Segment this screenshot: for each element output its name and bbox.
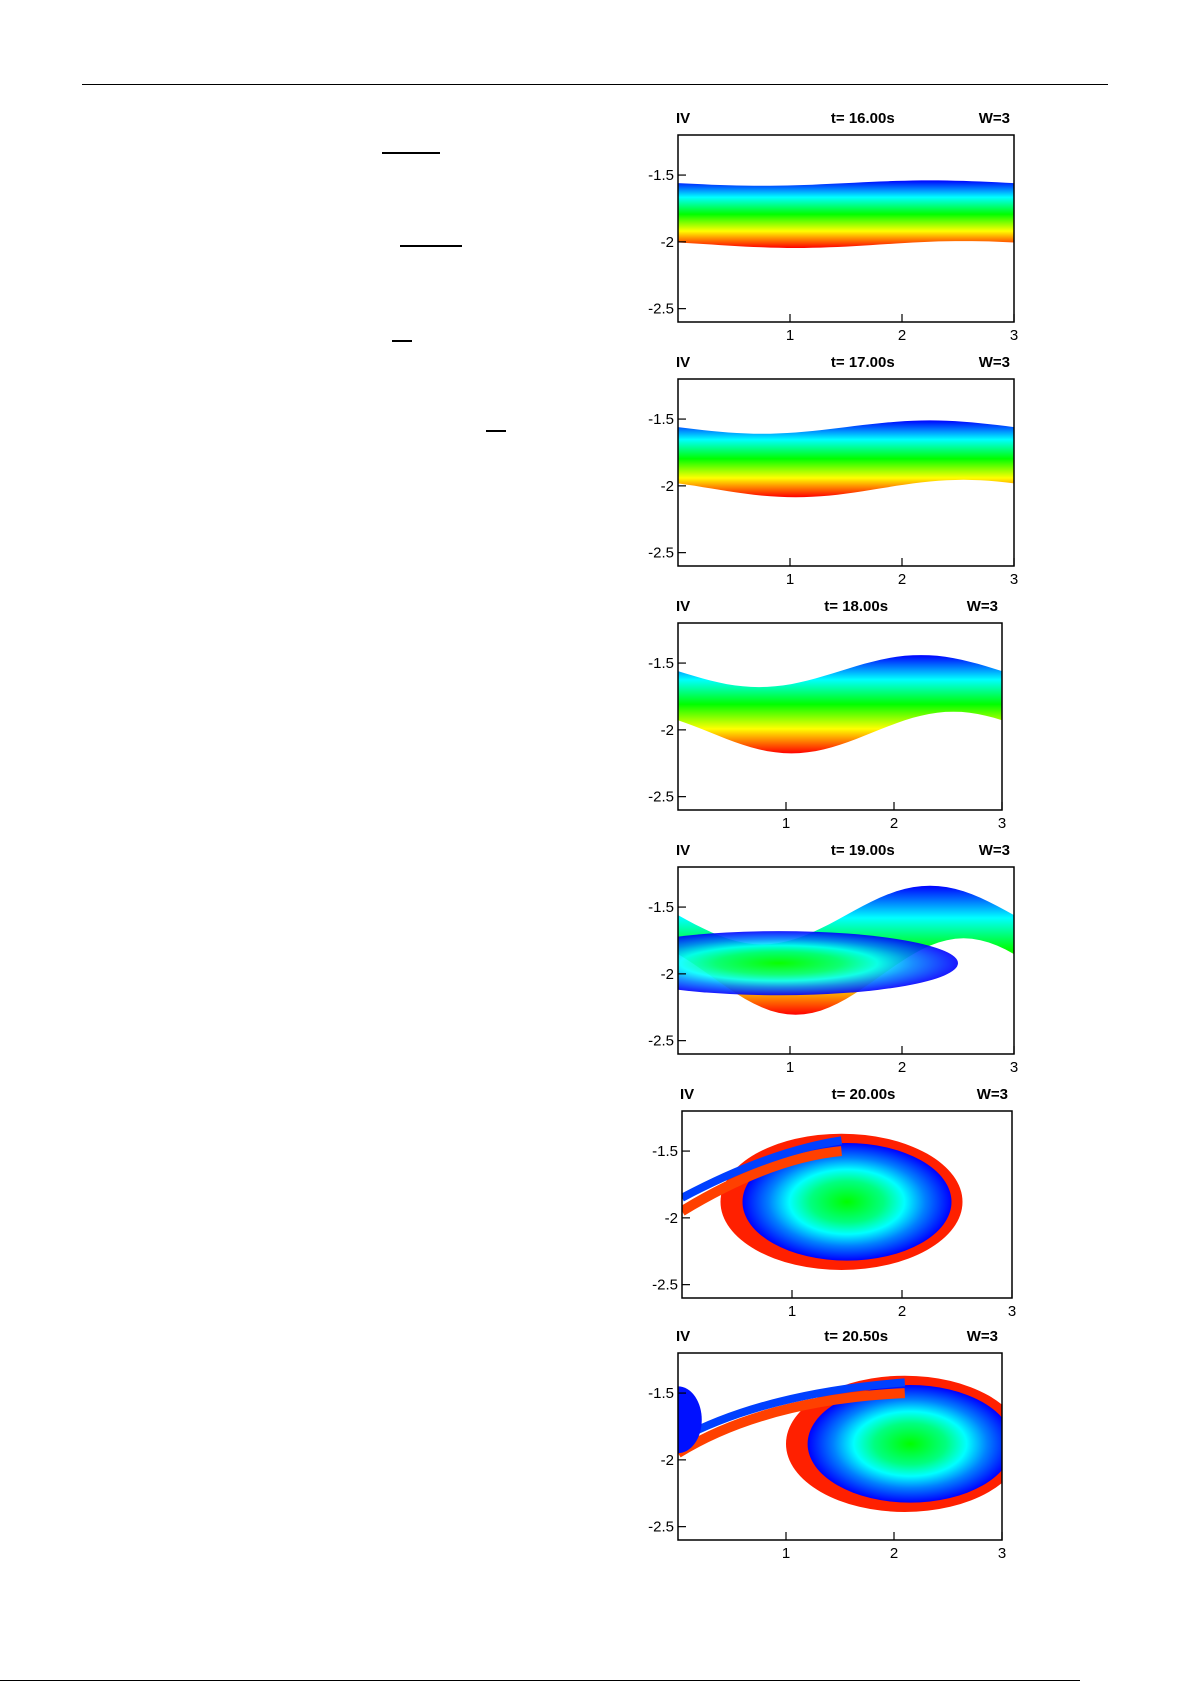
- shear-layer: [678, 420, 1014, 498]
- panel-time: t= 19.00s: [831, 842, 895, 859]
- y-tick-label: -2.5: [648, 1033, 674, 1050]
- panel-time: t= 20.50s: [824, 1328, 888, 1345]
- y-tick-label: -1.5: [648, 655, 674, 672]
- fraction-bar: [392, 340, 412, 342]
- x-tick-label: 3: [998, 1545, 1006, 1562]
- y-tick-label: -2.5: [648, 1519, 674, 1536]
- y-tick-label: -2.5: [648, 789, 674, 806]
- panel-w: W=3: [967, 1328, 998, 1345]
- x-tick-label: 2: [898, 327, 906, 344]
- header-rule: [82, 84, 1108, 85]
- x-tick-label: 2: [890, 1545, 898, 1562]
- fraction-bar: [400, 245, 462, 247]
- panel-label: IV: [676, 598, 690, 615]
- y-tick-label: -1.5: [648, 411, 674, 428]
- x-tick-label: 3: [1010, 1059, 1018, 1076]
- panel-w: W=3: [977, 1086, 1008, 1103]
- x-tick-label: 2: [898, 571, 906, 588]
- y-tick-label: -2: [661, 478, 674, 495]
- plot-frame: [677, 378, 1015, 567]
- x-tick-label: 1: [786, 327, 794, 344]
- vortex-core: [678, 931, 958, 996]
- vortex-lobe: [678, 1386, 702, 1454]
- contour-panel: IV t= 19.00s W=3 -1.5 -2 -2.5 1 2 3: [648, 842, 1018, 1076]
- panel-w: W=3: [979, 842, 1010, 859]
- x-tick-label: 1: [786, 571, 794, 588]
- panel-label: IV: [676, 1328, 690, 1345]
- x-tick-label: 2: [898, 1059, 906, 1076]
- panel-w: W=3: [979, 110, 1010, 127]
- panel-label: IV: [676, 110, 690, 127]
- vortex-arm: [682, 1136, 843, 1202]
- panel-time: t= 20.00s: [832, 1086, 896, 1103]
- panel-label: IV: [680, 1086, 694, 1103]
- x-tick-label: 1: [786, 1059, 794, 1076]
- x-tick-label: 3: [1010, 327, 1018, 344]
- y-tick-label: -2: [661, 1452, 674, 1469]
- panel-time: t= 18.00s: [824, 598, 888, 615]
- footer-rule: [0, 1680, 1080, 1681]
- contour-panel: IV t= 20.00s W=3 -1.5 -2 -2.5 1 2 3: [652, 1086, 1016, 1320]
- contour-panel: IV t= 17.00s W=3 -1.5 -2 -2.5 1 2 3: [648, 354, 1018, 588]
- shear-layer: [678, 655, 1002, 754]
- plot-frame: [677, 1352, 1003, 1541]
- y-tick-label: -2: [665, 1210, 678, 1227]
- y-tick-label: -2: [661, 722, 674, 739]
- y-tick-label: -2.5: [648, 545, 674, 562]
- x-tick-label: 2: [898, 1303, 906, 1320]
- plot-frame: [677, 134, 1015, 323]
- panel-w: W=3: [967, 598, 998, 615]
- x-tick-label: 1: [782, 1545, 790, 1562]
- x-tick-label: 1: [788, 1303, 796, 1320]
- x-tick-label: 2: [890, 815, 898, 832]
- panel-label: IV: [676, 842, 690, 859]
- contour-panel: IV t= 16.00s W=3 -1.5 -2 -2.5 1 2 3: [648, 110, 1018, 344]
- plot-frame: [677, 866, 1015, 1055]
- fraction-bar: [486, 430, 506, 432]
- x-tick-label: 3: [998, 815, 1006, 832]
- y-tick-label: -2.5: [648, 301, 674, 318]
- vortex-arm: [678, 1388, 906, 1458]
- y-tick-label: -2: [661, 234, 674, 251]
- y-tick-label: -2: [661, 966, 674, 983]
- figure-panels: IV t= 16.00s W=3 -1.5 -2 -2.5 1 2 3 IV t= 17.00s W=…: [620, 105, 1090, 1562]
- panel-label: IV: [676, 354, 690, 371]
- x-tick-label: 3: [1008, 1303, 1016, 1320]
- y-tick-label: -1.5: [652, 1143, 678, 1160]
- panel-w: W=3: [979, 354, 1010, 371]
- fraction-bar: [382, 152, 440, 154]
- contour-panel: IV t= 20.50s W=3 -1.5 -2 -2.5 1 2 3: [648, 1328, 1006, 1562]
- vortex-core: [742, 1143, 952, 1261]
- y-tick-label: -1.5: [648, 899, 674, 916]
- x-tick-label: 1: [782, 815, 790, 832]
- panel-time: t= 17.00s: [831, 354, 895, 371]
- plot-frame: [677, 622, 1003, 811]
- y-tick-label: -1.5: [648, 167, 674, 184]
- y-tick-label: -1.5: [648, 1385, 674, 1402]
- vortex-arm: [682, 1146, 842, 1216]
- vortex-core: [807, 1385, 1002, 1503]
- y-tick-label: -2.5: [652, 1277, 678, 1294]
- panel-time: t= 16.00s: [831, 110, 895, 127]
- contour-panel: IV t= 18.00s W=3 -1.5 -2 -2.5 1 2 3: [648, 598, 1006, 832]
- plot-frame: [681, 1110, 1013, 1299]
- shear-layer: [678, 180, 1014, 248]
- x-tick-label: 3: [1010, 571, 1018, 588]
